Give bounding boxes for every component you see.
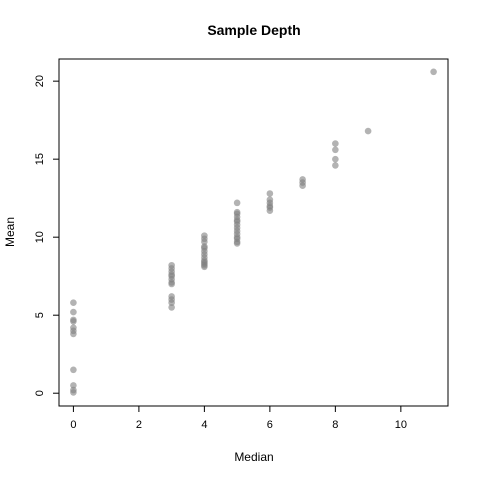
- data-point: [168, 280, 175, 288]
- data-point: [201, 263, 208, 271]
- y-tick-label: 20: [34, 75, 46, 87]
- data-point: [168, 299, 175, 307]
- y-axis: 0 5 10 15 20: [34, 75, 60, 396]
- x-tick-label: 10: [395, 419, 407, 431]
- y-tick-label: 5: [34, 312, 46, 318]
- data-point: [70, 389, 77, 396]
- data-point: [299, 182, 306, 189]
- x-tick-label: 2: [136, 419, 142, 431]
- x-tick-label: 8: [332, 419, 338, 431]
- chart-title: Sample Depth: [207, 22, 300, 38]
- data-point: [70, 299, 77, 307]
- data-point: [70, 330, 77, 338]
- y-tick-label: 10: [34, 231, 46, 243]
- data-point: [430, 68, 437, 76]
- data-point: [70, 366, 77, 374]
- data-point: [233, 240, 241, 247]
- data-point: [364, 127, 372, 135]
- data-point: [266, 207, 274, 214]
- x-axis: 0 2 4 6 8 10: [70, 405, 407, 431]
- data-point: [332, 155, 339, 163]
- y-tick-label: 15: [34, 153, 46, 165]
- data-point: [70, 382, 77, 389]
- data-point: [168, 304, 175, 311]
- x-tick-label: 0: [70, 419, 76, 431]
- data-point: [332, 162, 339, 169]
- x-axis-label: Median: [234, 450, 273, 464]
- data-point: [332, 146, 339, 154]
- data-point: [70, 318, 77, 325]
- x-tick-label: 6: [267, 419, 273, 431]
- data-point: [201, 238, 208, 246]
- y-tick-label: 0: [34, 390, 46, 396]
- data-point: [70, 308, 77, 316]
- data-point: [266, 190, 274, 197]
- x-tick-label: 4: [201, 419, 207, 431]
- data-point: [332, 140, 339, 147]
- data-points: [70, 68, 437, 396]
- y-axis-label: Mean: [3, 217, 17, 247]
- data-point: [233, 199, 241, 207]
